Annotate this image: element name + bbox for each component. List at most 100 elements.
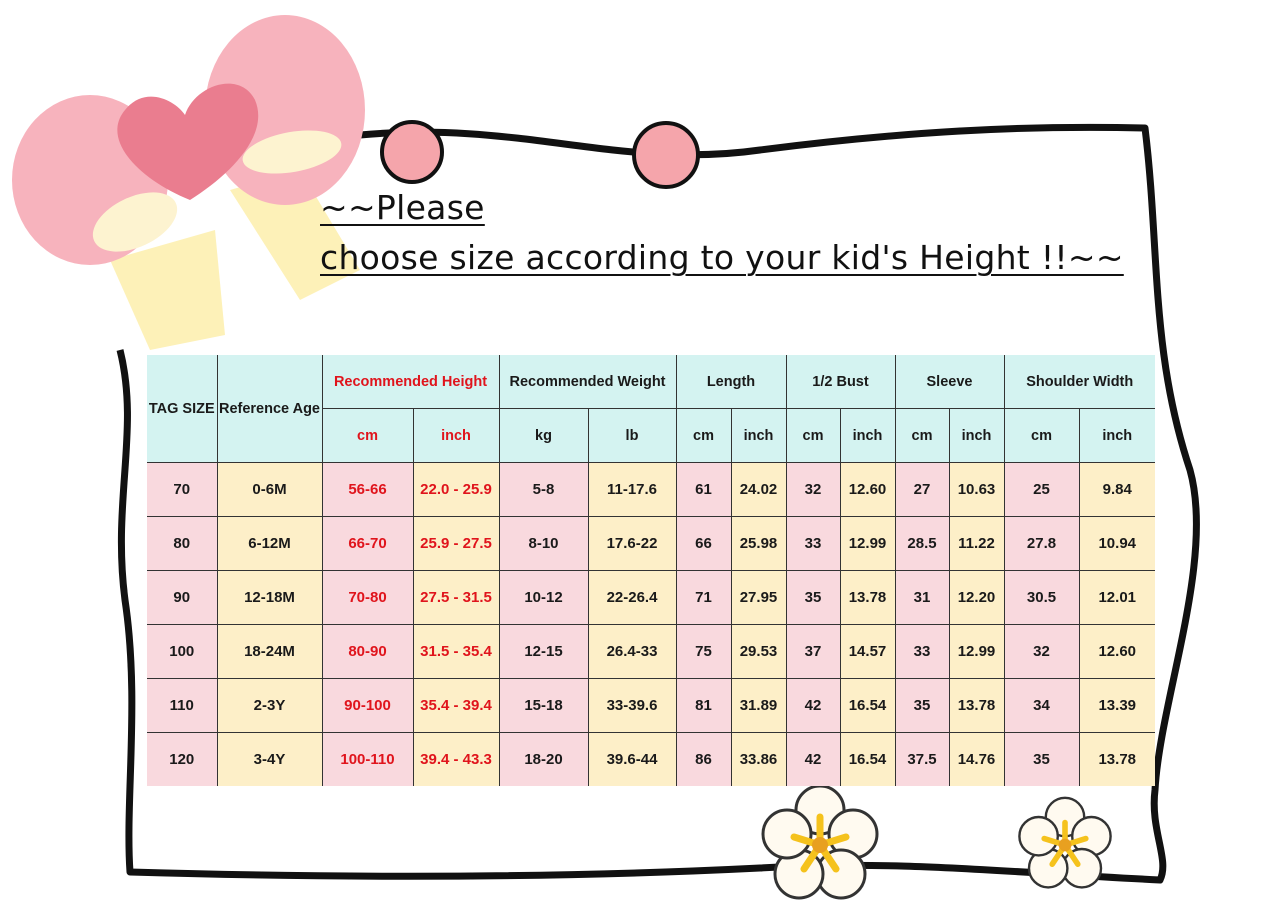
flower-icon: [1018, 796, 1112, 889]
unit-header: cm: [785, 408, 841, 463]
table-cell: 24.02: [730, 462, 787, 517]
table-cell: 25.98: [730, 516, 787, 571]
table-cell: 29.53: [730, 624, 787, 679]
table-cell: 33: [785, 516, 841, 571]
table-cell: 37: [785, 624, 841, 679]
table-cell: 12.01: [1078, 570, 1155, 625]
table-cell: 110: [147, 678, 218, 733]
table-cell: 12.20: [948, 570, 1005, 625]
header-recommended-weight: Recommended Weight: [498, 355, 677, 409]
table-cell: 31.89: [730, 678, 787, 733]
pin-icon: [380, 120, 444, 184]
table-cell: 0-6M: [216, 462, 323, 517]
table-cell: 13.78: [1078, 732, 1155, 786]
header-tag-size: TAG SIZE: [147, 355, 218, 463]
table-cell: 32: [785, 462, 841, 517]
header-sleeve: Sleeve: [894, 355, 1005, 409]
table-cell: 28.5: [894, 516, 950, 571]
table-cell: 86: [675, 732, 732, 786]
table-cell: 13.39: [1078, 678, 1155, 733]
table-cell: 14.57: [839, 624, 896, 679]
table-cell: 42: [785, 732, 841, 786]
title-line-2: choose size according to your kid's Heig…: [320, 238, 1124, 277]
header-shoulder-width: Shoulder Width: [1003, 355, 1155, 409]
table-cell: 8-10: [498, 516, 589, 571]
table-cell: 22.0 - 25.9: [412, 462, 500, 517]
title-line-1: ~~Please: [320, 188, 485, 227]
table-cell: 90-100: [321, 678, 414, 733]
table-cell: 66: [675, 516, 732, 571]
unit-header: cm: [675, 408, 732, 463]
unit-header: cm: [894, 408, 950, 463]
unit-header: cm: [322, 408, 414, 463]
size-chart-table: TAG SIZE Reference Age Recommended Heigh…: [147, 355, 1155, 786]
bow-icon: [12, 15, 365, 350]
table-cell: 12.60: [1078, 624, 1155, 679]
table-cell: 80-90: [321, 624, 414, 679]
table-cell: 17.6-22: [587, 516, 677, 571]
table-cell: 12-18M: [216, 570, 323, 625]
table-cell: 26.4-33: [587, 624, 677, 679]
table-cell: 2-3Y: [216, 678, 323, 733]
table-cell: 35: [1003, 732, 1080, 786]
table-cell: 81: [675, 678, 732, 733]
table-cell: 5-8: [498, 462, 589, 517]
table-cell: 33-39.6: [587, 678, 677, 733]
header-length: Length: [675, 355, 787, 409]
table-row: 80 6-12M 66-70 25.9 - 27.5 8-10 17.6-22 66 25.9…: [147, 516, 1155, 571]
table-cell: 10-12: [498, 570, 589, 625]
table-cell: 42: [785, 678, 841, 733]
table-cell: 25.9 - 27.5: [412, 516, 500, 571]
table-cell: 10.94: [1078, 516, 1155, 571]
table-cell: 16.54: [839, 732, 896, 786]
table-cell: 27: [894, 462, 950, 517]
table-cell: 61: [675, 462, 732, 517]
table-row: 120 3-4Y 100-110 39.4 - 43.3 18-20 39.6-44 86 3…: [147, 732, 1155, 786]
unit-header: inch: [730, 408, 787, 463]
unit-header: inch: [948, 408, 1005, 463]
table-cell: 12.60: [839, 462, 896, 517]
flower-icon: [761, 784, 879, 900]
unit-header: kg: [498, 408, 589, 463]
table-cell: 30.5: [1003, 570, 1080, 625]
table-row: 100 18-24M 80-90 31.5 - 35.4 12-15 26.4-33 75 2…: [147, 624, 1155, 679]
table-cell: 37.5: [894, 732, 950, 786]
table-cell: 27.8: [1003, 516, 1080, 571]
table-cell: 18-20: [498, 732, 589, 786]
table-cell: 70-80: [321, 570, 414, 625]
table-cell: 13.78: [948, 678, 1005, 733]
table-cell: 11-17.6: [587, 462, 677, 517]
table-cell: 25: [1003, 462, 1080, 517]
table-cell: 33.86: [730, 732, 787, 786]
unit-header: lb: [587, 408, 677, 463]
table-cell: 31.5 - 35.4: [412, 624, 500, 679]
table-cell: 6-12M: [216, 516, 323, 571]
table-cell: 12-15: [498, 624, 589, 679]
table-cell: 15-18: [498, 678, 589, 733]
header-half-bust: 1/2 Bust: [785, 355, 896, 409]
unit-header: inch: [412, 408, 500, 463]
table-cell: 34: [1003, 678, 1080, 733]
table-cell: 75: [675, 624, 732, 679]
table-cell: 39.4 - 43.3: [412, 732, 500, 786]
unit-header: inch: [1078, 408, 1155, 463]
table-cell: 35: [894, 678, 950, 733]
table-cell: 32: [1003, 624, 1080, 679]
table-row: 110 2-3Y 90-100 35.4 - 39.4 15-18 33-39.6 81 31…: [147, 678, 1155, 733]
table-cell: 35.4 - 39.4: [412, 678, 500, 733]
table-cell: 31: [894, 570, 950, 625]
table-cell: 3-4Y: [216, 732, 323, 786]
table-cell: 70: [147, 462, 218, 517]
table-cell: 100-110: [321, 732, 414, 786]
pin-icon: [632, 121, 700, 189]
table-cell: 71: [675, 570, 732, 625]
table-cell: 56-66: [321, 462, 414, 517]
header-recommended-height: Recommended Height: [321, 355, 500, 409]
table-cell: 35: [785, 570, 841, 625]
table-cell: 12.99: [839, 516, 896, 571]
table-cell: 100: [147, 624, 218, 679]
table-row: 70 0-6M 56-66 22.0 - 25.9 5-8 11-17.6 61 24.02 3…: [147, 462, 1155, 517]
table-cell: 33: [894, 624, 950, 679]
hand-drawn-border: [116, 123, 1200, 884]
table-cell: 9.84: [1078, 462, 1155, 517]
